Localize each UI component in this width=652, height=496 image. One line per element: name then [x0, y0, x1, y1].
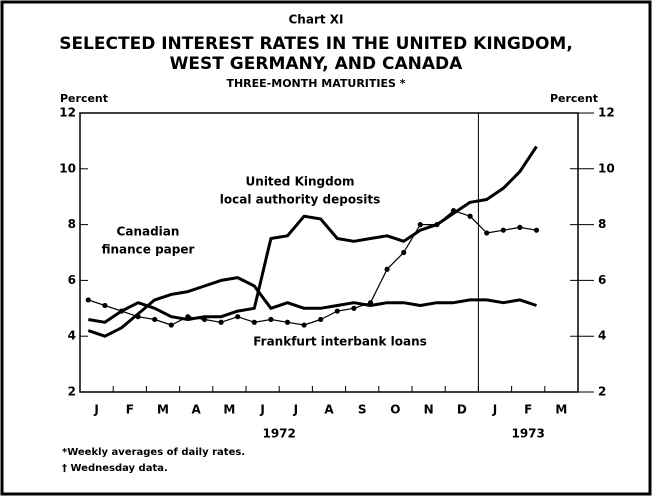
point	[367, 300, 374, 306]
point	[218, 319, 224, 325]
point	[334, 308, 340, 314]
point	[201, 316, 208, 323]
x-tick-label: O	[390, 403, 400, 417]
point	[152, 316, 158, 323]
subtitle: THREE-MONTH MATURITIES *	[226, 77, 405, 90]
y2-axis-label: Percent	[550, 92, 598, 105]
x-tick-label: D	[457, 403, 467, 417]
y-axis-label: Percent	[60, 92, 108, 105]
point	[401, 249, 407, 256]
y2-tick-label: 6	[598, 273, 606, 287]
point	[85, 297, 91, 303]
x-tick-label: J	[259, 403, 264, 417]
footnote: † Wednesday data.	[62, 463, 168, 474]
point	[484, 230, 490, 236]
x-tick-label: J	[293, 403, 298, 417]
y-tick-label: 6	[68, 273, 76, 287]
chart-title: SELECTED INTEREST RATES IN THE UNITED KI…	[59, 34, 573, 54]
x-tick-label: M	[555, 403, 567, 417]
annotation: finance paper	[102, 243, 195, 257]
point	[185, 314, 191, 320]
y-tick-label: 4	[68, 329, 76, 343]
y2-tick-label: 4	[598, 329, 606, 343]
point	[533, 227, 540, 233]
x-tick-label: S	[358, 403, 367, 417]
series-line	[87, 276, 537, 338]
x-tick-label: M	[157, 403, 169, 417]
x-tick-label: A	[324, 403, 334, 417]
x-tick-label: F	[126, 403, 134, 417]
point	[268, 316, 274, 323]
point	[168, 322, 174, 328]
y2-tick-label: 2	[598, 385, 606, 399]
point	[384, 266, 390, 272]
year-label: 1973	[511, 427, 544, 441]
point	[118, 308, 125, 314]
supertitle: Chart XI	[289, 13, 344, 27]
y2-tick-label: 8	[598, 217, 606, 231]
y-tick-label: 2	[68, 385, 76, 399]
series-line	[88, 210, 537, 326]
point	[235, 314, 241, 320]
x-tick-label: M	[223, 403, 235, 417]
annotation: Canadian	[117, 225, 180, 239]
x-tick-label: J	[93, 403, 98, 417]
point	[467, 213, 473, 219]
point	[251, 319, 257, 325]
chart-title-2: WEST GERMANY, AND CANADA	[170, 54, 463, 74]
y2-tick-label: 12	[598, 106, 615, 120]
x-tick-label: F	[524, 403, 532, 417]
footnote: *Weekly averages of daily rates.	[62, 447, 245, 458]
point	[417, 222, 423, 228]
point	[517, 224, 523, 230]
annotation: United Kingdom	[246, 175, 355, 189]
point	[500, 227, 506, 233]
x-tick-label: J	[492, 403, 497, 417]
y-tick-label: 10	[59, 161, 76, 175]
point	[450, 208, 457, 214]
y2-tick-label: 10	[598, 161, 615, 175]
x-tick-label: N	[424, 403, 434, 417]
y-tick-label: 12	[59, 106, 76, 120]
annotation: local authority deposits	[220, 193, 381, 207]
annotation: Frankfurt interbank loans	[253, 335, 427, 349]
y-tick-label: 8	[68, 217, 76, 231]
point	[351, 305, 357, 311]
point	[301, 322, 307, 328]
point	[434, 222, 440, 228]
point	[102, 302, 108, 309]
series-line	[88, 145, 538, 324]
plot-area	[79, 112, 579, 393]
point	[135, 314, 141, 320]
year-label: 1972	[262, 427, 295, 441]
point	[318, 316, 324, 323]
point	[284, 319, 291, 325]
x-tick-label: A	[192, 403, 202, 417]
